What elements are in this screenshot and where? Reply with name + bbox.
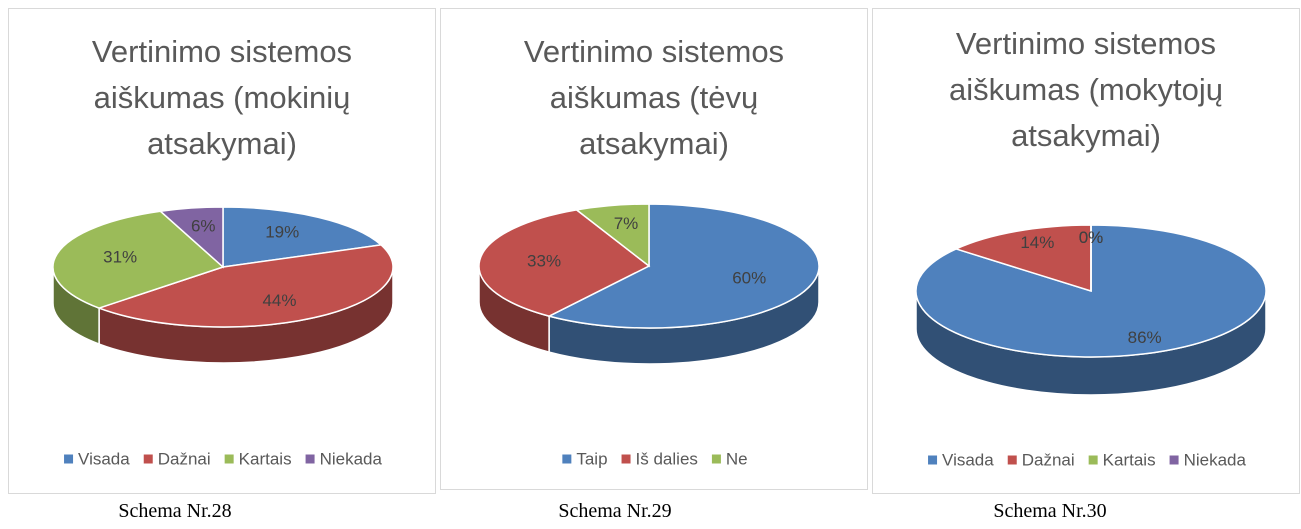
- chart-panel: 19% 44% 31% 6% Visada Dažnai Kartais Niekada Ve…: [8, 8, 436, 494]
- legend-marker: [305, 454, 315, 464]
- legend-marker: [1007, 455, 1017, 465]
- legend-marker: [928, 455, 938, 465]
- legend-label: Visada: [942, 450, 994, 469]
- legend-label: Niekada: [320, 449, 383, 468]
- chart-title: Vertinimo sistemos aiškumas (tėvų atsaky…: [523, 34, 785, 161]
- data-label: 31%: [103, 248, 137, 267]
- data-label: 60%: [732, 269, 766, 288]
- legend-marker: [562, 454, 572, 464]
- slice: [478, 209, 651, 317]
- slice: [158, 206, 224, 269]
- legend-marker: [621, 454, 631, 464]
- slice: [96, 244, 394, 328]
- data-label: 86%: [1128, 328, 1162, 347]
- slice: [954, 224, 1092, 293]
- data-label: 33%: [527, 252, 561, 271]
- caption: Schema Nr.30: [993, 500, 1107, 522]
- legend-label: Kartais: [239, 449, 292, 468]
- slice: [52, 210, 225, 309]
- legend-label: Ne: [726, 449, 748, 468]
- chart-panel: 86% 14% 0% 0% Visada Dažnai Kartais Niekada Ver…: [872, 8, 1300, 494]
- slice: [222, 206, 383, 268]
- legend-label: Taip: [576, 449, 607, 468]
- caption: Schema Nr.28: [118, 500, 232, 522]
- legend-label: Iš dalies: [636, 449, 698, 468]
- data-label: 0%: [1079, 228, 1104, 247]
- chart-panel: 60% 33% 7% Taip Iš dalies Ne Vertinimo sistem…: [440, 8, 868, 490]
- legend-marker: [1169, 455, 1179, 465]
- chart: 86%14% 0%0%Visada Dažnai Kartais Niekada: [915, 224, 1267, 469]
- data-label: 14%: [1020, 233, 1054, 252]
- slice: [574, 203, 650, 268]
- chart: 60% 33% 7% Taip Iš dalies Ne: [478, 203, 820, 468]
- legend-label: Kartais: [1103, 450, 1156, 469]
- legend-label: Dažnai: [1022, 450, 1075, 469]
- legend-label: Visada: [78, 449, 130, 468]
- slice: [546, 203, 820, 329]
- legend-marker: [711, 454, 721, 464]
- data-label: 6%: [191, 216, 216, 235]
- chart-title: Vertinimo sistemos aiškumas (mokinių ats…: [91, 34, 353, 161]
- data-label: 0%: [1079, 228, 1104, 247]
- legend-label: Dažnai: [158, 449, 211, 468]
- chart: 19% 44% 31% 6% Visada Dažnai Kartais Niekada: [52, 206, 394, 468]
- chart-title: Vertinimo sistemos aiškumas (mokytojų at…: [949, 26, 1223, 153]
- data-label: 7%: [614, 214, 639, 233]
- caption: Schema Nr.29: [558, 500, 672, 522]
- legend-marker: [64, 454, 74, 464]
- data-label: 44%: [262, 291, 296, 310]
- legend-marker: [224, 454, 234, 464]
- legend-label: Niekada: [1184, 450, 1247, 469]
- legend-marker: [143, 454, 153, 464]
- legend-marker: [1088, 455, 1098, 465]
- data-label: 19%: [265, 223, 299, 242]
